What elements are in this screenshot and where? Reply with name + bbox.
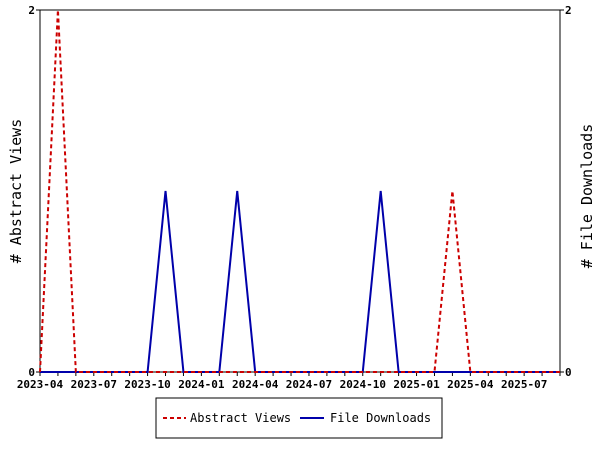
- legend-label-abstract-views: Abstract Views: [190, 411, 291, 425]
- legend-label-file-downloads: File Downloads: [330, 411, 431, 425]
- y-axis-label-right: # File Downloads: [578, 124, 596, 269]
- series-line-abstract-views: [39, 9, 560, 373]
- y-axis-left: 02: [28, 4, 40, 379]
- x-tick-label: 2025-07: [501, 378, 547, 391]
- series-layer: [39, 9, 560, 373]
- x-tick-label: 2024-01: [178, 378, 225, 391]
- x-tick-label: 2023-07: [71, 378, 117, 391]
- y-tick-label-right: 0: [565, 366, 572, 379]
- x-tick-label: 2024-07: [286, 378, 332, 391]
- plot-area: [39, 9, 561, 373]
- y-axis-label-left: # Abstract Views: [7, 119, 25, 264]
- y-tick-label-left: 0: [28, 366, 35, 379]
- y-axis-right: 02: [560, 4, 572, 379]
- legend: Abstract Views File Downloads: [155, 397, 443, 439]
- y-tick-label-right: 2: [565, 4, 572, 17]
- x-tick-label: 2025-04: [447, 378, 494, 391]
- x-tick-label: 2025-01: [393, 378, 440, 391]
- x-axis: 2023-04 2023-07 2023-10 2024-01 2024-04 2024-…: [17, 372, 561, 391]
- legend-box: [155, 397, 443, 439]
- x-tick-label: 2024-10: [340, 378, 386, 391]
- y-tick-label-left: 2: [28, 4, 35, 17]
- x-tick-label: 2023-10: [124, 378, 170, 391]
- x-tick-label: 2023-04: [17, 378, 64, 391]
- x-tick-label: 2024-04: [232, 378, 279, 391]
